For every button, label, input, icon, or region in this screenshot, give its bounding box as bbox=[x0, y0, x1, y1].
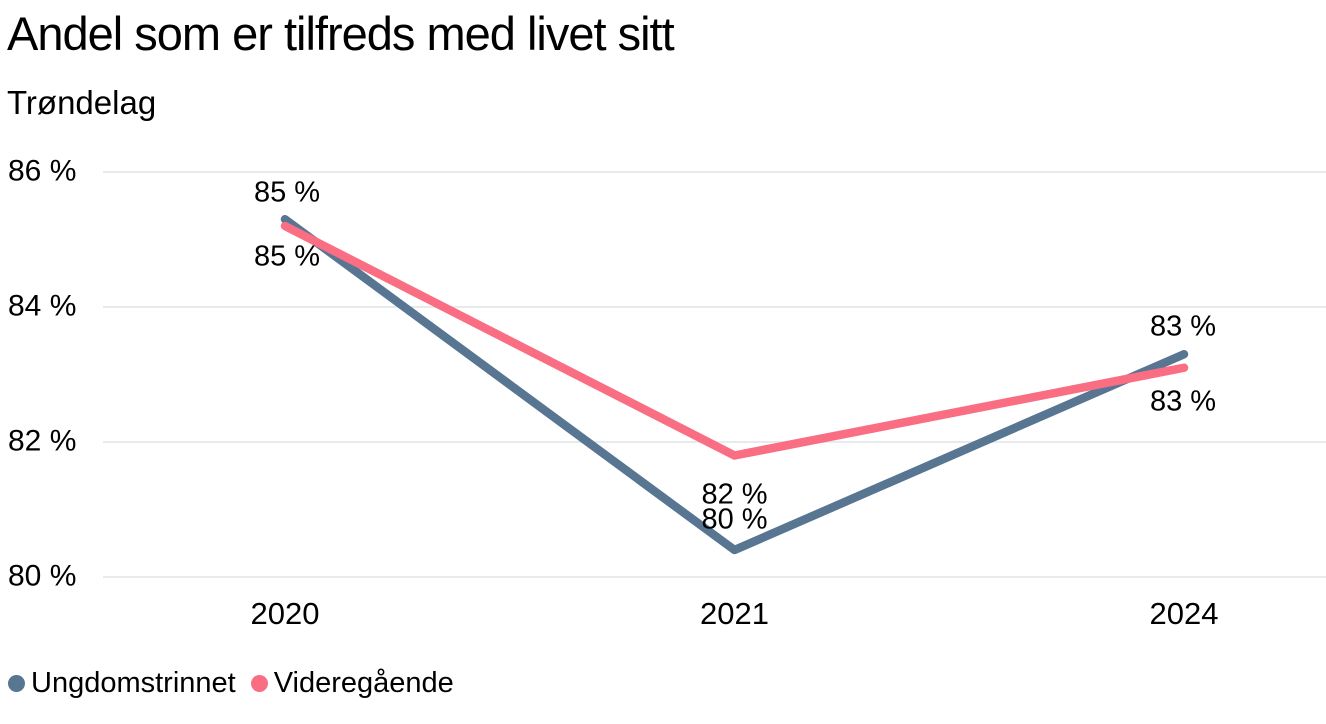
y-tick-label: 80 % bbox=[8, 559, 77, 593]
x-tick-label: 2020 bbox=[250, 596, 320, 631]
legend: Ungdomstrinnet Videregående bbox=[8, 667, 454, 700]
legend-item-ungdomstrinnet: Ungdomstrinnet bbox=[8, 667, 236, 700]
y-tick-label: 86 % bbox=[8, 154, 77, 188]
data-label: 85 % bbox=[253, 240, 321, 273]
legend-dot-icon bbox=[250, 675, 268, 692]
chart-subtitle: Trøndelag bbox=[7, 84, 157, 121]
legend-label: Ungdomstrinnet bbox=[31, 667, 236, 699]
data-label: 83 % bbox=[1149, 385, 1217, 418]
data-label: 80 % bbox=[701, 503, 768, 536]
series-line-videregående bbox=[280, 221, 1189, 460]
legend-dot-icon bbox=[8, 675, 25, 692]
legend-item-videregående: Videregående bbox=[250, 667, 454, 700]
chart-title: Andel som er tilfreds med livet sitt bbox=[7, 7, 675, 60]
y-tick-label: 82 % bbox=[8, 424, 77, 458]
series-lines bbox=[280, 215, 1189, 555]
x-tick-label: 2021 bbox=[700, 596, 769, 631]
x-tick-label: 2024 bbox=[1149, 596, 1219, 631]
data-label: 85 % bbox=[253, 176, 321, 209]
y-tick-label: 84 % bbox=[8, 289, 77, 323]
series-line-ungdomstrinnet bbox=[280, 215, 1189, 555]
data-label: 82 % bbox=[701, 478, 768, 510]
legend-label: Videregående bbox=[273, 667, 454, 699]
data-label: 83 % bbox=[1149, 310, 1217, 343]
